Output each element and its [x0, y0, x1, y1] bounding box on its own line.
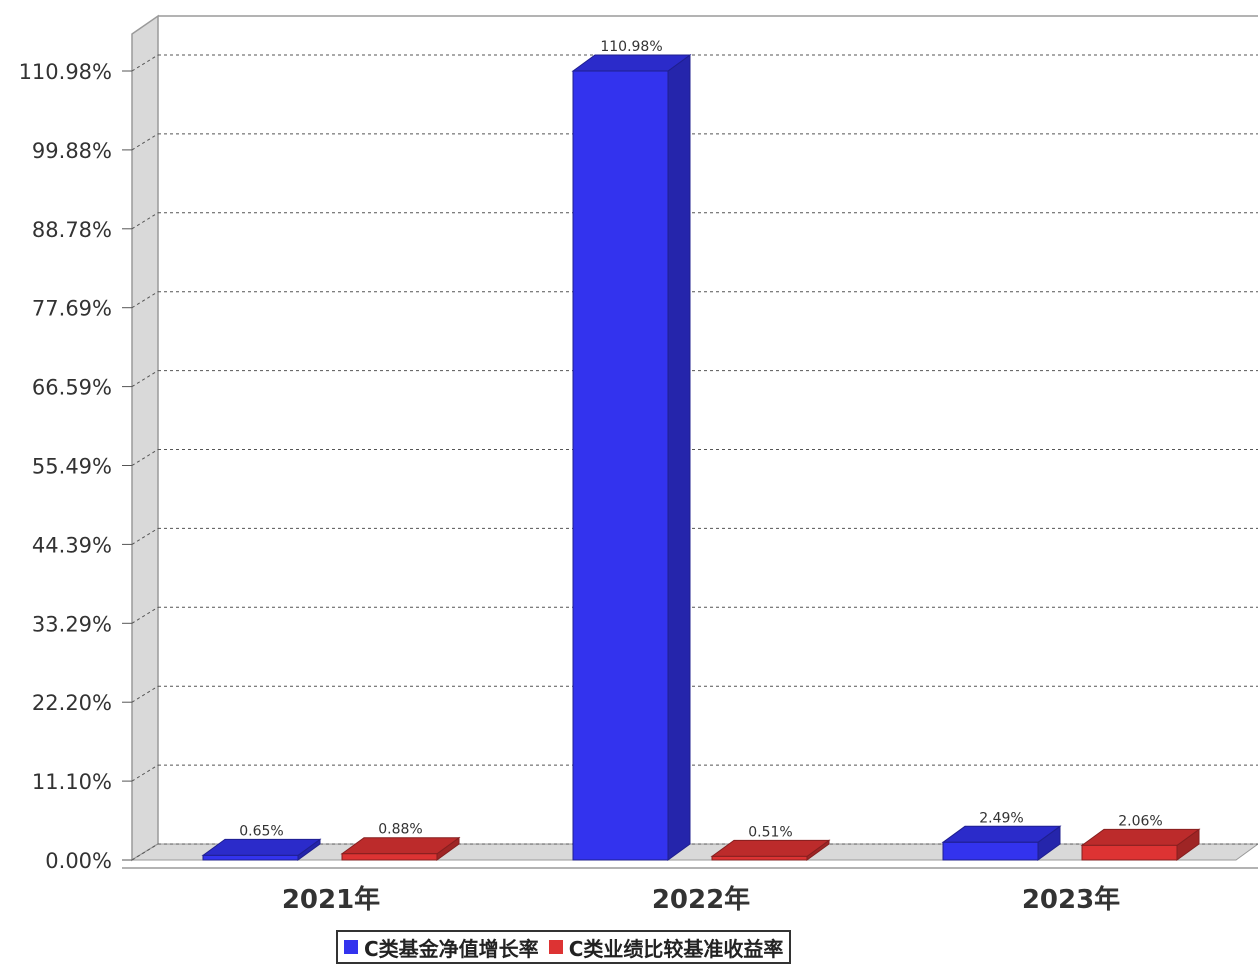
gridline-diagonal — [131, 133, 159, 151]
legend: C类基金净值增长率 C类业绩比较基准收益率 — [336, 930, 792, 964]
y-tick-label: 0.00% — [45, 849, 112, 873]
gridline-diagonal — [131, 291, 159, 309]
x-axis-ticks: 2021年 2022年 2023年 — [282, 884, 1120, 915]
data-label: 0.65% — [239, 823, 283, 839]
bar — [571, 54, 692, 861]
gridline-diagonal — [131, 54, 159, 72]
y-tick-label: 99.88% — [32, 139, 112, 163]
y-tick-label: 66.59% — [32, 376, 112, 400]
y-tick-label: 77.69% — [32, 297, 112, 321]
bars: 0.65% 0.88% 110.98% 0.51% 2.49% 2.06% — [201, 39, 1201, 861]
left-wall — [131, 14, 159, 862]
legend-swatch-red — [548, 940, 563, 954]
bar — [941, 825, 1062, 861]
gridline-diagonal — [131, 370, 159, 388]
x-tick-label: 2022年 — [652, 884, 750, 915]
y-tick-label: 110.98% — [19, 60, 112, 84]
bar — [710, 839, 831, 861]
y-axis-ticks: 0.00% 11.10% 22.20% 33.29% 44.39% 55.49% 66.59… — [19, 60, 132, 873]
data-label: 110.98% — [600, 39, 662, 55]
gridline-diagonal — [131, 843, 159, 861]
x-tick-label: 2021年 — [282, 884, 380, 915]
bar-chart: 0.00% 11.10% 22.20% 33.29% 44.39% 55.49% 66.59… — [19, 14, 1258, 915]
gridline-diagonal — [131, 606, 159, 624]
bar — [340, 836, 461, 861]
x-tick-label: 2023年 — [1022, 884, 1120, 915]
legend-item-benchmark: C类业绩比较基准收益率 — [548, 933, 784, 962]
gridline-diagonal — [131, 527, 159, 545]
y-tick-label: 55.49% — [32, 455, 112, 479]
data-label: 2.49% — [979, 810, 1023, 826]
gridline-diagonal — [131, 685, 159, 703]
legend-label: C类业绩比较基准收益率 — [568, 936, 784, 961]
gridline-diagonal — [131, 449, 159, 466]
gridline-diagonal — [131, 212, 159, 230]
y-tick-label: 88.78% — [32, 218, 112, 242]
data-label: 2.06% — [1118, 813, 1162, 829]
bar — [1080, 828, 1201, 861]
legend-item-nav-growth: C类基金净值增长率 — [344, 933, 539, 962]
y-tick-label: 33.29% — [32, 612, 112, 636]
data-label: 0.88% — [378, 822, 422, 838]
legend-swatch-blue — [344, 940, 358, 954]
bar — [201, 838, 322, 861]
data-label: 0.51% — [748, 824, 792, 840]
gridline-diagonal — [131, 764, 159, 782]
y-tick-label: 44.39% — [32, 533, 112, 557]
gridlines — [131, 54, 1258, 861]
y-tick-label: 22.20% — [32, 691, 112, 715]
legend-label: C类基金净值增长率 — [364, 936, 539, 961]
y-tick-label: 11.10% — [32, 770, 112, 794]
